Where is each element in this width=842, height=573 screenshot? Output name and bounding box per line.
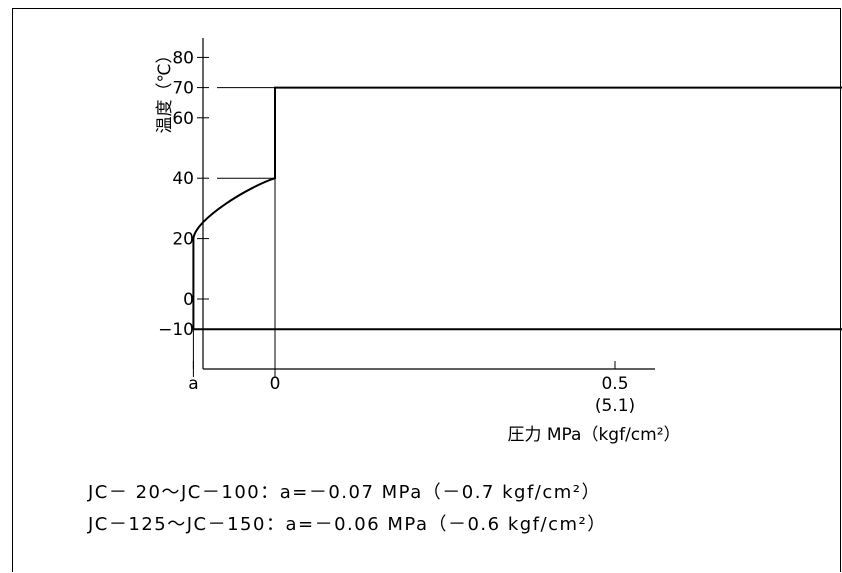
y-tick-label: 70 [172,79,194,99]
y-tick-label: 20 [172,230,194,250]
x-tick-label: 0 [270,374,281,394]
x-tick-label: a [188,374,198,394]
x-tick-sublabel: (5.1) [595,396,635,416]
guide-lines [192,87,276,377]
figure-frame [12,8,841,572]
note-line-1: JC－ 20～JC－100：a=－0.07 MPa（－0.7 kgf/cm²） [88,482,601,503]
y-tick-label: 40 [172,169,194,189]
x-tick-label: 0.5 [601,374,628,394]
y-tick-label: −10 [158,320,194,340]
y-tick-label: 80 [172,48,194,68]
y-tick-label: 0 [183,290,194,310]
axes [202,38,655,370]
note-line-2: JC－125～JC－150：a=－0.06 MPa（－0.6 kgf/cm²） [88,514,607,535]
x-axis-label: 圧力 MPa（kgf/cm²） [507,425,680,445]
operating-region-boundary [192,86,842,331]
y-tick-label: 60 [172,109,194,129]
y-axis-label: 温度（℃） [155,46,175,133]
x-ticks: a00.5(5.1)1.0(10.2)1.5(15.3) [188,361,635,416]
